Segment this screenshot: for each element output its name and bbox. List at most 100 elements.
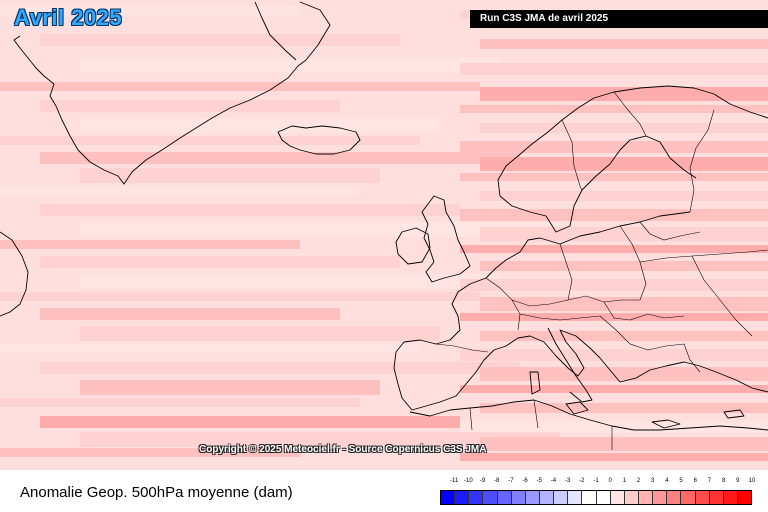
- anomaly-band: [460, 245, 768, 253]
- cyprus-coast: [723, 409, 745, 419]
- legend-swatch: [624, 491, 639, 504]
- legend-swatch: [469, 491, 484, 504]
- anomaly-band: [40, 416, 460, 428]
- footer-bar: Anomalie Geop. 500hPa moyenne (dam) -11-…: [0, 470, 768, 512]
- legend-tick-label: 4: [665, 478, 669, 484]
- anomaly-band: [480, 331, 768, 341]
- legend-swatch: [737, 491, 752, 504]
- anomaly-band: [460, 313, 768, 321]
- copyright-notice: Copyright © 2025 Meteociel.fr - Source C…: [199, 444, 487, 455]
- greenland-east-coast: [254, 1, 297, 61]
- mediterranean-north-coast: [493, 329, 768, 393]
- legend-tick-label: 7: [707, 478, 712, 484]
- anomaly-band: [80, 168, 380, 183]
- anomaly-band: [40, 100, 340, 112]
- anomaly-band: [460, 279, 768, 291]
- legend-tick-label: 6: [693, 478, 697, 484]
- anomaly-band: [80, 432, 560, 447]
- border-ukraine-belarus: [639, 249, 768, 263]
- anomaly-band: [480, 297, 768, 311]
- legend-tick-label: -7: [508, 478, 514, 484]
- anomaly-band: [0, 292, 480, 301]
- anomaly-band: [0, 82, 480, 91]
- anomaly-bands: [0, 6, 768, 461]
- anomaly-band: [460, 209, 768, 221]
- legend-color-bar: [440, 490, 752, 505]
- legend-swatch: [653, 491, 668, 504]
- legend-swatch: [681, 491, 696, 504]
- variable-label: Anomalie Geop. 500hPa moyenne (dam): [20, 484, 293, 501]
- iceland-coast: [277, 125, 361, 155]
- kola-coast: [713, 93, 768, 119]
- anomaly-band: [80, 118, 440, 133]
- anomaly-band: [480, 39, 768, 49]
- italy-coast: [547, 327, 593, 403]
- legend-tick-label: 5: [679, 478, 683, 484]
- legend-swatch: [554, 491, 569, 504]
- anomaly-band: [460, 421, 768, 433]
- border-finland-russia: [689, 109, 715, 213]
- great-britain-coast: [421, 195, 471, 283]
- anomaly-band: [460, 349, 768, 361]
- anomaly-band: [0, 6, 300, 15]
- greenland-coast: [13, 1, 331, 185]
- anomaly-band: [460, 453, 768, 461]
- legend-tick-label: -9: [479, 478, 486, 484]
- legend-tick-label: 3: [651, 478, 655, 484]
- border-sweden-finland: [613, 91, 647, 137]
- legend-tick-label: 8: [721, 478, 726, 484]
- color-legend: -11 -10 -9 -8 -7 -6 -5 -4 -3 -2 -1 0 1 2 3 4 5 6 7 8 9 10: [440, 478, 755, 508]
- legend-swatch: [568, 491, 583, 504]
- legend-tick-label: 9: [736, 478, 740, 484]
- anomaly-band: [40, 362, 520, 374]
- border-france-spain: [435, 343, 489, 353]
- anomaly-band: [480, 261, 768, 271]
- legend-swatch: [441, 491, 456, 504]
- legend-swatch: [511, 491, 526, 504]
- coastlines: [0, 1, 768, 431]
- border-alps: [519, 313, 601, 321]
- anomaly-band: [40, 256, 400, 268]
- anomaly-band: [480, 227, 768, 241]
- legend-swatch: [723, 491, 738, 504]
- border-north-africa: [469, 399, 613, 450]
- anomaly-band: [80, 380, 380, 395]
- legend-swatch: [695, 491, 710, 504]
- border-hungary-romania: [603, 301, 685, 321]
- legend-tick-label: -5: [536, 478, 542, 484]
- anomaly-band: [40, 204, 460, 216]
- border-germany-south: [511, 299, 569, 307]
- anomaly-band: [0, 136, 420, 145]
- legend-swatch: [667, 491, 682, 504]
- anomaly-band: [480, 87, 768, 101]
- anomaly-band: [480, 437, 768, 451]
- border-germany-east: [559, 243, 573, 301]
- norway-coast: [497, 85, 715, 197]
- sardinia-coast: [529, 371, 541, 395]
- anomaly-band: [80, 326, 440, 341]
- anomaly-band: [40, 34, 400, 46]
- anomaly-band: [40, 308, 340, 320]
- anomaly-band: [80, 222, 560, 237]
- anomaly-band: [480, 191, 768, 201]
- anomaly-band: [480, 403, 768, 413]
- legend-tick-label: 0: [608, 478, 612, 484]
- anomaly-band: [0, 186, 360, 195]
- legend-tick-label: -11: [450, 478, 459, 484]
- legend-ticks: -11 -10 -9 -8 -7 -6 -5 -4 -3 -2 -1 0 1 2 3 4 5 6 7 8 9 10: [440, 478, 755, 488]
- anomaly-band: [80, 58, 500, 73]
- legend-tick-label: -4: [550, 478, 557, 484]
- anomaly-band: [0, 240, 300, 249]
- border-baltic-states: [639, 221, 701, 241]
- ireland-coast: [395, 227, 431, 265]
- legend-swatch: [455, 491, 470, 504]
- anomaly-band: [480, 157, 768, 171]
- border-greece-turkey: [683, 343, 701, 373]
- anomaly-band: [460, 173, 768, 181]
- legend-tick-label: 1: [622, 478, 627, 484]
- legend-swatch: [709, 491, 724, 504]
- continent-atlantic-coast: [393, 237, 541, 411]
- anomaly-band: [460, 385, 768, 393]
- border-norway-sweden: [561, 119, 583, 191]
- legend-tick-label: -10: [464, 478, 473, 484]
